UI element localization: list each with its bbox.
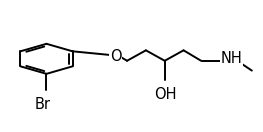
Text: NH: NH [220,51,242,66]
Text: OH: OH [154,87,177,102]
Text: Br: Br [34,97,50,112]
Text: O: O [110,49,122,64]
